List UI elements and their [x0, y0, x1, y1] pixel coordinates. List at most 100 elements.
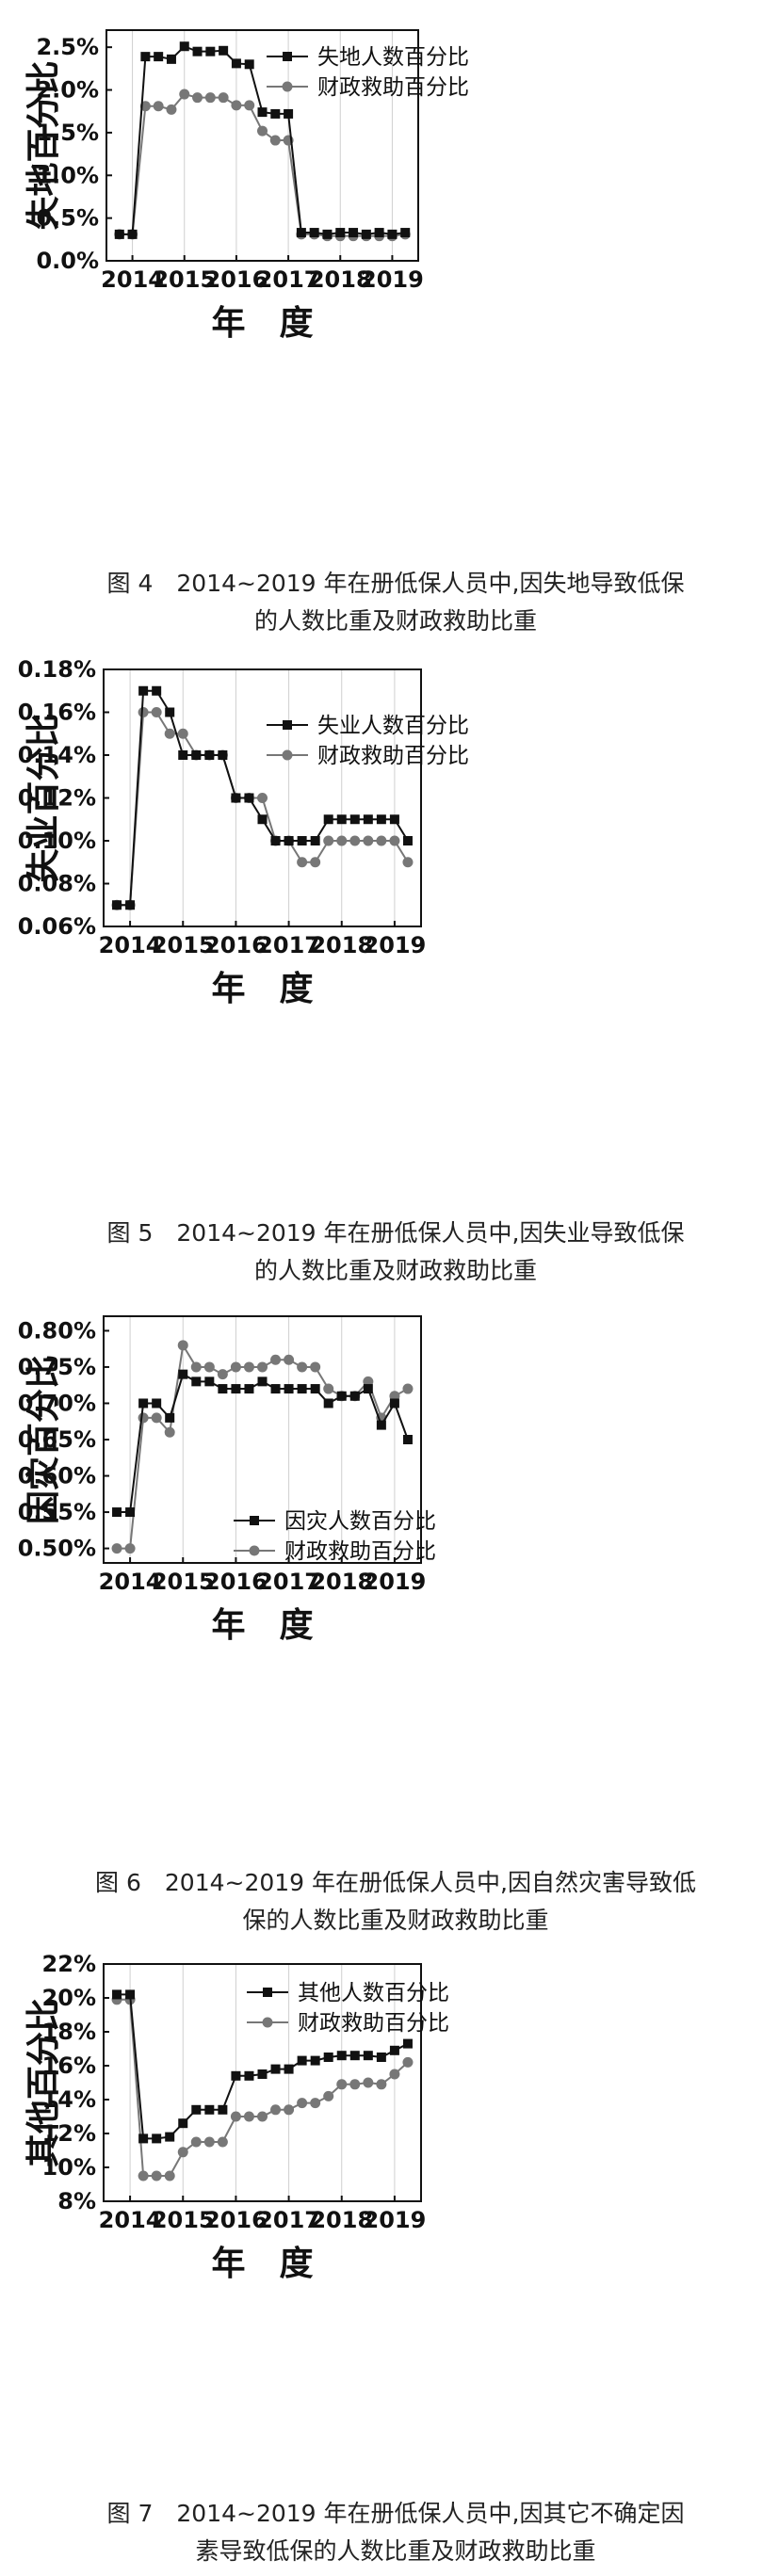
data-point [114, 229, 124, 239]
data-point [374, 228, 384, 238]
data-point [177, 2147, 188, 2158]
data-point [363, 814, 373, 825]
y-tick-label: 0.75% [18, 1354, 96, 1380]
data-point [297, 2055, 307, 2066]
data-point [138, 707, 149, 717]
data-point [151, 2170, 162, 2182]
data-point [363, 1384, 373, 1394]
data-point [111, 1543, 122, 1554]
data-point [349, 835, 361, 846]
data-point [217, 2136, 228, 2148]
data-point [192, 46, 203, 56]
data-point [178, 2118, 188, 2129]
legend-label: 财政救助百分比 [317, 75, 469, 100]
x-tick-label: 2018 [310, 1569, 373, 1595]
y-tick-label: 0.5% [36, 205, 99, 232]
caption-line: 图 4 2014~2019 年在册低保人员中,因失地导致低保 [38, 565, 754, 603]
data-point [230, 2111, 241, 2122]
data-point [349, 1391, 360, 1401]
x-axis-title: 年 度 [211, 2245, 313, 2283]
x-tick-label: 2019 [364, 932, 427, 958]
data-point [284, 108, 294, 119]
data-point [363, 2051, 373, 2061]
data-point [112, 900, 122, 910]
data-point [297, 1384, 307, 1394]
data-point [389, 2069, 400, 2080]
figure-caption: 图 5 2014~2019 年在册低保人员中,因失业导致低保 的人数比重及财政救… [38, 1215, 754, 1290]
data-point [191, 1377, 202, 1387]
data-point [244, 1384, 254, 1394]
x-tick-label: 2017 [257, 1569, 320, 1595]
y-tick-label: 0.18% [18, 656, 96, 683]
data-point [269, 135, 281, 146]
legend-marker [249, 1545, 260, 1556]
data-point [376, 1420, 386, 1430]
chart-panel-3: 0.50% 0.55% 0.60% 0.65% 0.70% 0.75% 0.80% 2014 2… [0, 1290, 779, 1940]
data-point [361, 229, 371, 239]
data-point [165, 1412, 175, 1423]
y-tick-label: 18% [42, 2019, 96, 2045]
data-point [400, 228, 411, 238]
data-point [231, 2070, 241, 2081]
data-point [402, 2038, 413, 2049]
data-point [335, 228, 346, 238]
chart-panel-4: 8% 10% 12% 14% 16% 18% 20% 22% 2014 2015 2016 2017 2… [0, 1940, 779, 2576]
data-point [310, 857, 321, 868]
data-point [389, 2045, 399, 2055]
data-point [164, 1426, 175, 1438]
line-chart: 0.50%0.55%0.60%0.65%0.70%0.75%0.80%20142… [18, 1315, 436, 1645]
data-point [191, 2104, 202, 2115]
x-tick-label: 2018 [309, 266, 372, 293]
data-point [257, 2111, 268, 2122]
x-tick-label: 2014 [101, 266, 164, 293]
data-point [244, 2070, 254, 2081]
data-point [204, 1377, 215, 1387]
data-point [284, 2064, 294, 2074]
data-point [243, 2111, 254, 2122]
data-point [257, 1361, 268, 1373]
data-point [164, 2170, 175, 2182]
data-point [231, 793, 241, 803]
data-point [244, 59, 254, 70]
plot-frame [103, 1963, 422, 2202]
data-point [204, 750, 215, 760]
data-point [322, 229, 333, 239]
data-point [323, 1383, 334, 1394]
data-point [310, 2055, 320, 2066]
y-tick-label: 14% [42, 2086, 96, 2113]
data-point [257, 814, 268, 825]
data-point [204, 92, 216, 104]
data-point [138, 2133, 149, 2144]
data-point [297, 836, 307, 845]
data-point [152, 2133, 162, 2144]
caption-line: 素导致低保的人数比重及财政救助比重 [195, 2537, 596, 2565]
data-point [270, 836, 281, 845]
data-point [389, 835, 400, 846]
legend-label: 财政救助百分比 [284, 1539, 436, 1564]
y-tick-label: 0.08% [18, 871, 96, 897]
data-point [284, 1384, 294, 1394]
x-axis-title: 年 度 [211, 970, 313, 1008]
data-point [310, 1361, 321, 1373]
figure-caption: 图 4 2014~2019 年在册低保人员中,因失地导致低保 的人数比重及财政救… [38, 565, 754, 640]
data-point [387, 229, 398, 239]
figure-label: 图 6 [95, 1869, 141, 1896]
x-tick-label: 2015 [152, 2207, 215, 2233]
data-point [389, 1398, 399, 1409]
data-point [363, 835, 374, 846]
data-point [218, 92, 229, 104]
x-tick-label: 2014 [99, 2207, 162, 2233]
x-tick-label: 2015 [152, 1569, 215, 1595]
data-point [402, 857, 414, 868]
caption-line: 保的人数比重及财政救助比重 [242, 1907, 549, 1934]
data-point [336, 2079, 348, 2090]
legend-marker [283, 52, 292, 61]
data-point [349, 228, 359, 238]
data-point [154, 52, 164, 62]
data-point [257, 793, 268, 803]
x-tick-label: 2019 [361, 266, 424, 293]
data-point [363, 2077, 374, 2088]
data-point [138, 685, 149, 696]
data-point [165, 2132, 175, 2142]
x-tick-label: 2015 [153, 266, 216, 293]
